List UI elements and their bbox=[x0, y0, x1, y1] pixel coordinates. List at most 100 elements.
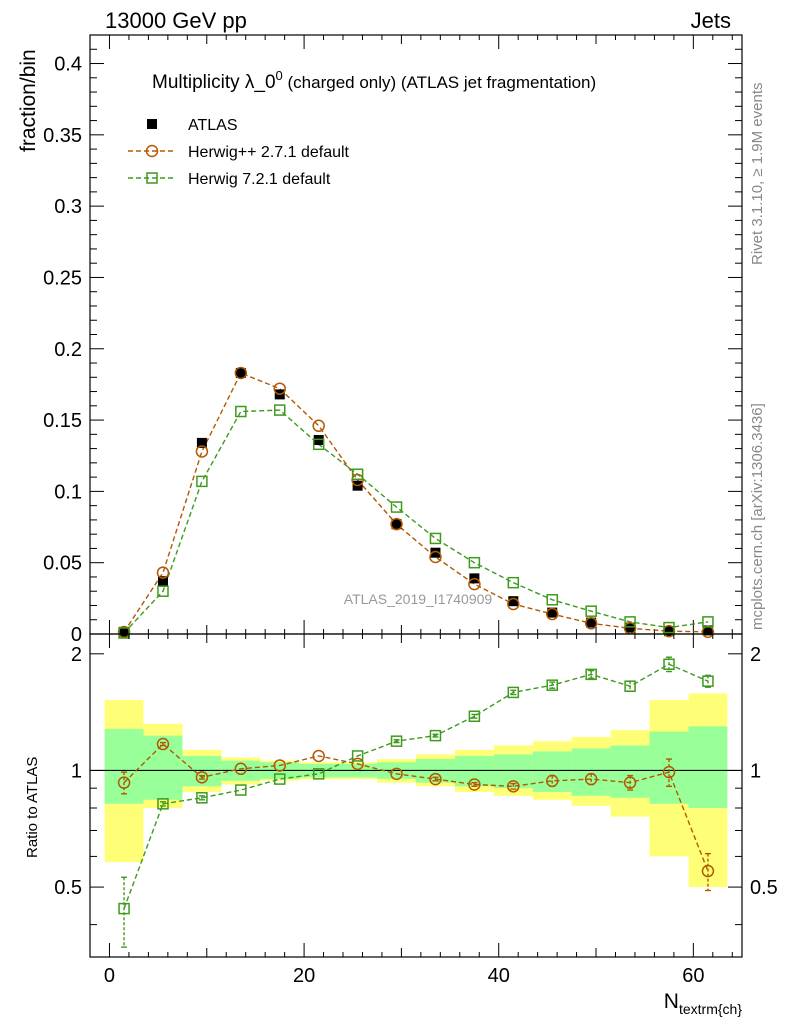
x-axis-label: Ntextrm{ch} bbox=[664, 990, 743, 1017]
data-point-atlas bbox=[235, 368, 246, 379]
uncertainty-band-inner bbox=[454, 755, 494, 787]
y-tick-label: 1 bbox=[71, 760, 82, 782]
ratio-point-herwigpp bbox=[429, 772, 442, 786]
ratio-point-herwig7 bbox=[351, 750, 364, 762]
ratio-point-herwigpp bbox=[273, 759, 287, 772]
data-point-herwig7 bbox=[312, 438, 325, 451]
ratio-panel: 0 20 40 60 0.5 0.5 1 1 2 2 bbox=[54, 633, 778, 987]
data-point-atlas bbox=[508, 596, 519, 607]
data-point-herwigpp bbox=[507, 597, 520, 611]
ratio-point-herwigpp bbox=[545, 774, 559, 788]
main-ylabel: fraction/bin bbox=[17, 49, 40, 152]
data-point-atlas bbox=[157, 576, 168, 587]
chart-title: Multiplicity λ_00 (charged only) (ATLAS … bbox=[152, 68, 596, 93]
data-point-herwigpp bbox=[584, 617, 598, 630]
x-tick-label: 60 bbox=[682, 965, 704, 987]
ratio-point-herwigpp bbox=[234, 762, 248, 776]
mcplots-label: mcplots.cern.ch [arXiv:1306.3436] bbox=[749, 403, 766, 630]
data-point-herwig7 bbox=[507, 576, 520, 589]
ratio-point-herwig7 bbox=[235, 784, 247, 796]
ratio-point-herwig7 bbox=[585, 668, 597, 681]
analysis-id: ATLAS_2019_I1740909 bbox=[344, 591, 493, 607]
ratio-line-1 bbox=[123, 663, 709, 909]
data-point-atlas bbox=[430, 547, 441, 558]
data-point-herwigpp bbox=[545, 607, 559, 621]
legend: ATLAS Herwig++ 2.7.1 default Herwig 7.2.1 … bbox=[128, 117, 350, 188]
data-point-herwig7 bbox=[351, 468, 364, 481]
data-point-herwigpp bbox=[468, 577, 481, 591]
data-point-atlas bbox=[702, 625, 713, 636]
ratio-point-herwig7 bbox=[546, 679, 558, 691]
data-point-herwig7 bbox=[546, 594, 558, 606]
ratio-point-herwig7 bbox=[390, 735, 403, 747]
y-tick-label: 0.4 bbox=[54, 54, 82, 76]
ratio-point-herwigpp bbox=[507, 780, 520, 793]
legend-marker bbox=[147, 119, 157, 129]
y-tick-label: 0.05 bbox=[43, 553, 82, 575]
y-tick-label: 0.1 bbox=[54, 481, 82, 503]
ratio-point-herwigpp bbox=[351, 757, 364, 771]
header-jets: Jets bbox=[691, 8, 731, 33]
data-point-herwig7 bbox=[624, 616, 636, 628]
data-point-atlas bbox=[196, 437, 207, 448]
x-tick-label: 20 bbox=[293, 965, 315, 987]
data-point-herwigpp bbox=[234, 366, 248, 380]
series-line-1 bbox=[123, 372, 708, 633]
main-panel: 0 0.05 0.1 0.15 0.2 0.25 0.3 0.35 0.4 bbox=[43, 34, 743, 646]
ratio-point-herwigpp bbox=[701, 864, 715, 878]
y-tick-label-right: 0.5 bbox=[750, 877, 778, 899]
data-point-herwig7 bbox=[196, 475, 208, 488]
y-tick-label: 0.35 bbox=[43, 125, 82, 147]
ratio-point-herwig7 bbox=[507, 686, 520, 699]
uncertainty-band-inner bbox=[649, 731, 689, 804]
uncertainty-band-inner bbox=[143, 735, 183, 800]
y-tick-label-right: 1 bbox=[750, 760, 761, 782]
legend-label: ATLAS bbox=[188, 117, 238, 134]
ratio-point-herwig7 bbox=[468, 710, 481, 723]
header-energy: 13000 GeV pp bbox=[105, 8, 247, 33]
data-point-herwigpp bbox=[623, 622, 637, 635]
legend-label: Herwig 7.2.1 default bbox=[188, 171, 331, 188]
uncertainty-band-inner bbox=[610, 745, 650, 798]
rivet-label: Rivet 3.1.10, ≥ 1.9M events bbox=[749, 83, 766, 266]
ratio-point-herwig7 bbox=[702, 675, 714, 687]
uncertainty-band-inner bbox=[571, 748, 611, 796]
data-point-herwigpp bbox=[273, 382, 287, 395]
ratio-point-herwigpp bbox=[195, 771, 209, 784]
data-point-herwig7 bbox=[235, 405, 247, 418]
ratio-point-herwig7 bbox=[429, 729, 442, 742]
ratio-point-herwig7 bbox=[118, 902, 130, 915]
ratio-point-herwigpp bbox=[312, 749, 325, 763]
uncertainty-band-inner bbox=[688, 726, 728, 808]
ratio-point-herwigpp bbox=[117, 776, 131, 789]
ratio-point-herwigpp bbox=[662, 765, 676, 779]
data-point-atlas bbox=[547, 607, 558, 618]
ratio-line-0 bbox=[123, 743, 709, 872]
data-point-atlas bbox=[664, 626, 675, 637]
data-point-herwig7 bbox=[390, 501, 403, 513]
y-tick-label: 0.15 bbox=[43, 410, 82, 432]
data-point-herwigpp bbox=[312, 419, 325, 433]
ratio-point-herwigpp bbox=[623, 776, 637, 789]
data-point-herwigpp bbox=[195, 445, 209, 458]
ratio-ylabel: Ratio to ATLAS bbox=[24, 757, 41, 858]
data-point-herwig7 bbox=[585, 605, 597, 617]
y-tick-label: 0.25 bbox=[43, 267, 82, 289]
data-point-herwigpp bbox=[156, 566, 170, 579]
x-tick-label: 40 bbox=[488, 965, 510, 987]
y-tick-label-right: 2 bbox=[750, 644, 761, 666]
data-point-herwig7 bbox=[663, 621, 675, 634]
data-point-herwigpp bbox=[701, 625, 715, 639]
y-tick-label: 0 bbox=[71, 624, 82, 646]
ratio-point-herwigpp bbox=[584, 772, 598, 786]
uncertainty-band-inner bbox=[532, 751, 572, 792]
x-tick-label: 0 bbox=[104, 965, 115, 987]
ratio-point-herwig7 bbox=[157, 798, 169, 810]
y-tick-label: 0.3 bbox=[54, 196, 82, 218]
legend-marker bbox=[145, 144, 159, 158]
data-point-herwig7 bbox=[468, 556, 481, 569]
uncertainty-band-inner bbox=[493, 754, 533, 789]
y-tick-label: 0.5 bbox=[54, 877, 82, 899]
data-point-atlas bbox=[391, 519, 402, 530]
